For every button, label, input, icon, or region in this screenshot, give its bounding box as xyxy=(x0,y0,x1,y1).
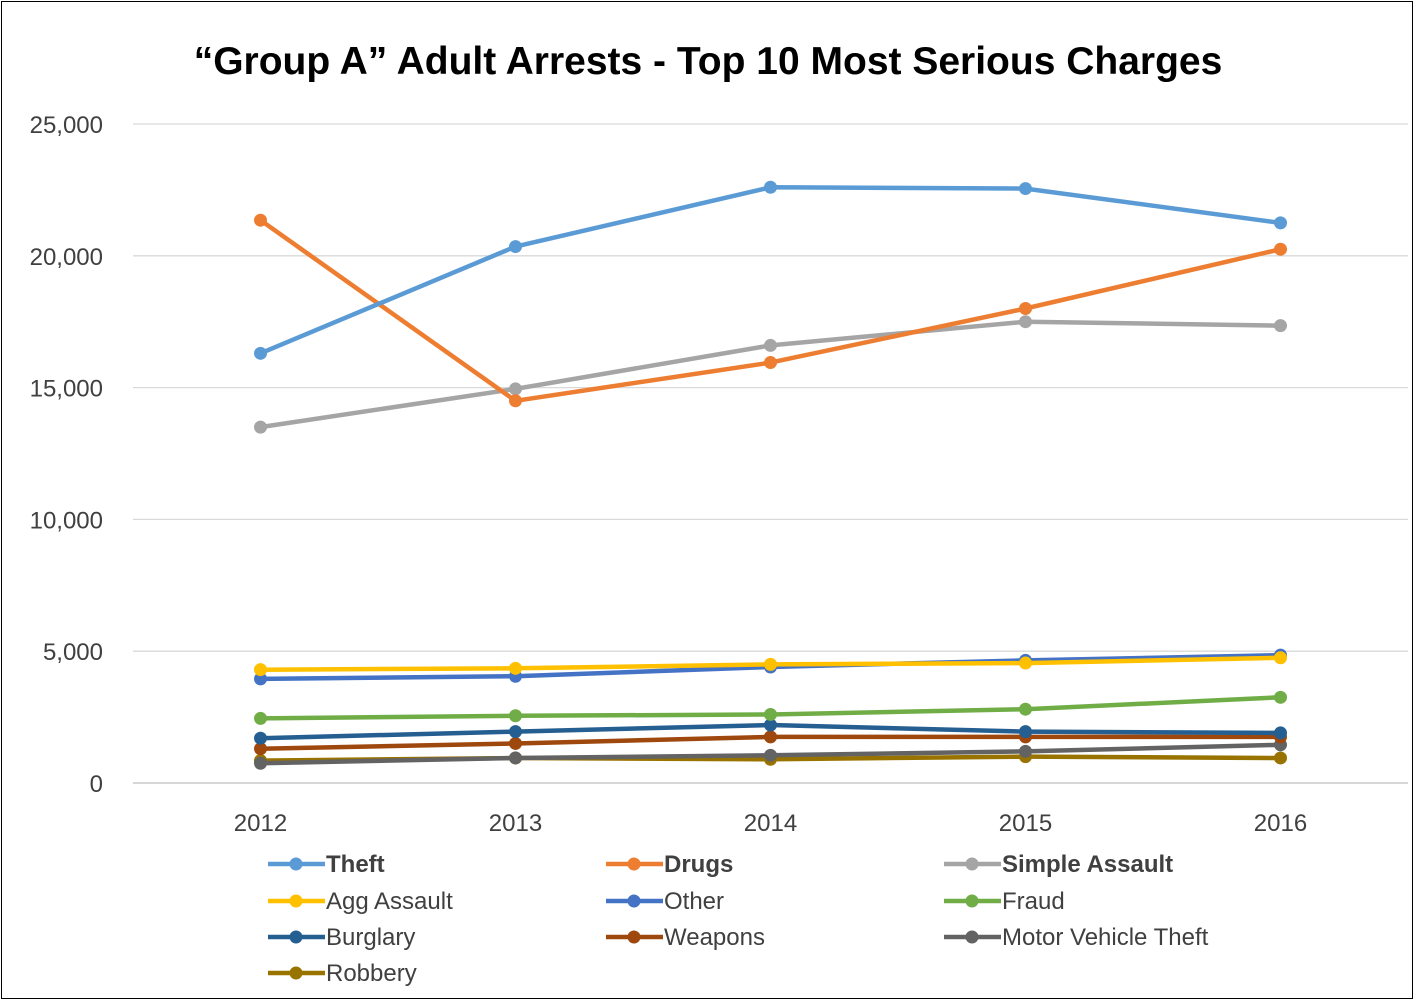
y-axis-ticks: 0 5,000 10,000 15,000 20,000 25,000 xyxy=(30,112,103,798)
data-point xyxy=(764,730,777,744)
data-point xyxy=(254,346,267,360)
data-point xyxy=(509,736,522,750)
legend-item: Drugs xyxy=(606,851,733,878)
data-point xyxy=(254,711,267,725)
data-point xyxy=(254,420,267,434)
y-tick-label: 15,000 xyxy=(30,376,103,403)
series-burglary xyxy=(254,718,1287,745)
data-point xyxy=(1019,656,1032,670)
data-point xyxy=(764,356,777,370)
y-tick-label: 5,000 xyxy=(43,639,103,666)
data-point xyxy=(764,718,777,732)
x-tick-label: 2014 xyxy=(744,810,797,837)
legend-marker xyxy=(965,857,979,871)
data-point xyxy=(764,338,777,352)
data-point xyxy=(254,756,267,770)
data-point xyxy=(1274,216,1287,230)
legend-marker xyxy=(965,930,979,944)
legend-item: Simple Assault xyxy=(944,851,1173,878)
legend-marker xyxy=(627,857,641,871)
legend-item: Agg Assault xyxy=(268,888,453,915)
data-point xyxy=(1019,744,1032,758)
legend-marker xyxy=(965,894,979,908)
data-point xyxy=(509,382,522,396)
series-line xyxy=(258,319,1283,430)
legend-marker xyxy=(289,857,303,871)
legend-label: Motor Vehicle Theft xyxy=(1002,924,1209,951)
legend-label: Agg Assault xyxy=(326,888,453,915)
data-point xyxy=(509,751,522,765)
legend-marker xyxy=(289,894,303,908)
legend-label: Simple Assault xyxy=(1002,851,1173,878)
data-point xyxy=(254,213,267,227)
series-simple-assault xyxy=(254,315,1287,434)
y-tick-label: 0 xyxy=(90,771,103,798)
series-drugs xyxy=(254,213,1287,408)
y-tick-label: 20,000 xyxy=(30,244,103,271)
data-point xyxy=(1019,315,1032,329)
data-point xyxy=(509,661,522,675)
data-point xyxy=(509,709,522,723)
legend-item: Fraud xyxy=(944,888,1065,915)
data-point xyxy=(254,663,267,677)
x-axis-ticks: 2012 2013 2014 2015 2016 xyxy=(234,810,1307,837)
series-motor-vehicle-theft xyxy=(254,738,1287,770)
x-tick-label: 2012 xyxy=(234,810,287,837)
legend-item: Other xyxy=(606,888,724,915)
data-point xyxy=(1274,651,1287,665)
data-point xyxy=(1019,302,1032,316)
y-tick-label: 10,000 xyxy=(30,507,103,534)
x-tick-label: 2015 xyxy=(999,810,1052,837)
legend-item: Theft xyxy=(268,851,385,878)
series-lines xyxy=(254,180,1287,770)
legend-label: Other xyxy=(664,888,724,915)
data-point xyxy=(254,672,267,686)
data-point xyxy=(509,240,522,254)
legend-label: Burglary xyxy=(326,924,415,951)
data-point xyxy=(1019,702,1032,716)
chart-title: “Group A” Adult Arrests - Top 10 Most Se… xyxy=(193,40,1223,83)
data-point xyxy=(509,394,522,408)
data-point xyxy=(1019,182,1032,196)
data-point xyxy=(764,657,777,671)
legend-label: Fraud xyxy=(1002,888,1065,915)
legend-item: Weapons xyxy=(606,924,765,951)
data-point xyxy=(1274,242,1287,256)
data-point xyxy=(1274,690,1287,704)
series-fraud xyxy=(254,690,1287,725)
series-theft xyxy=(254,180,1287,360)
legend-label: Theft xyxy=(326,851,385,878)
legend-label: Robbery xyxy=(326,960,417,987)
x-tick-label: 2013 xyxy=(489,810,542,837)
legend-item: Burglary xyxy=(268,924,415,951)
legend-marker xyxy=(627,930,641,944)
data-point xyxy=(764,707,777,721)
data-point xyxy=(1274,751,1287,765)
gridlines xyxy=(133,123,1408,784)
series-line xyxy=(258,217,1283,404)
data-point xyxy=(509,725,522,739)
legend-marker xyxy=(627,894,641,908)
legend-label: Weapons xyxy=(664,924,765,951)
data-point xyxy=(254,731,267,745)
data-point xyxy=(1274,726,1287,740)
legend-item: Motor Vehicle Theft xyxy=(944,924,1209,951)
data-point xyxy=(1274,319,1287,333)
legend: Theft Drugs Simple Assault Agg Assault Other… xyxy=(268,851,1209,987)
data-point xyxy=(764,748,777,762)
x-tick-label: 2016 xyxy=(1254,810,1307,837)
legend-marker xyxy=(289,966,303,980)
data-point xyxy=(764,180,777,194)
series-agg-assault xyxy=(254,651,1287,677)
legend-item: Robbery xyxy=(268,960,417,987)
y-tick-label: 25,000 xyxy=(30,112,103,139)
legend-marker xyxy=(289,930,303,944)
data-point xyxy=(1019,725,1032,739)
legend-label: Drugs xyxy=(664,851,733,878)
data-point xyxy=(254,742,267,756)
